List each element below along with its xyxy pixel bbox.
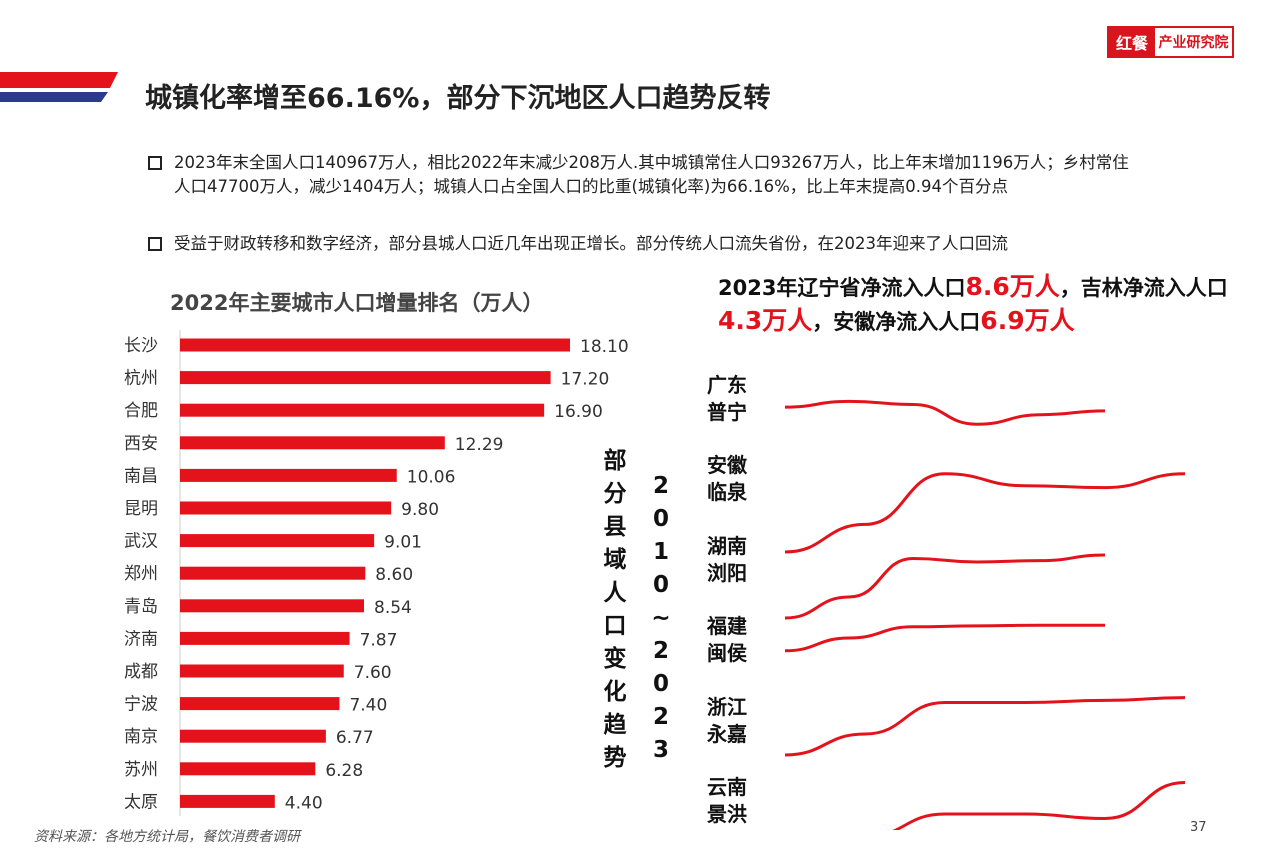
value-label: 12.29 bbox=[455, 435, 504, 455]
category-label: 南京 bbox=[124, 727, 158, 747]
value-label: 10.06 bbox=[407, 467, 456, 487]
highlight-value: 6.9万人 bbox=[980, 306, 1075, 335]
logo-mark: 红餐 bbox=[1109, 28, 1155, 56]
value-label: 16.90 bbox=[554, 402, 603, 422]
bullet-item: 2023年末全国人口140967万人，相比2022年末减少208万人.其中城镇常… bbox=[148, 151, 1133, 199]
category-label: 南昌 bbox=[124, 466, 158, 486]
highlight-value: 8.6万人 bbox=[965, 272, 1060, 301]
county-label: 广东 普宁 bbox=[707, 373, 747, 424]
bar-chart-title: 2022年主要城市人口增量排名（万人） bbox=[170, 291, 544, 315]
value-label: 4.40 bbox=[285, 793, 323, 813]
bullet-text: 2023年末全国人口140967万人，相比2022年末减少208万人.其中城镇常… bbox=[174, 153, 1129, 196]
bar bbox=[180, 468, 397, 482]
bar bbox=[180, 794, 275, 808]
value-label: 6.77 bbox=[336, 728, 374, 748]
bar bbox=[180, 566, 366, 580]
bar bbox=[180, 534, 375, 548]
county-label: 福建 闽侯 bbox=[707, 614, 747, 665]
county-label: 安徽 临泉 bbox=[707, 453, 747, 504]
bar bbox=[180, 697, 340, 711]
bar bbox=[180, 729, 326, 743]
trend-period: 2010~2023 bbox=[651, 473, 671, 763]
value-label: 9.01 bbox=[384, 533, 422, 553]
trend-lines bbox=[784, 399, 1186, 830]
trend-line bbox=[784, 696, 1186, 757]
category-label: 济南 bbox=[124, 629, 158, 649]
trend-line bbox=[784, 553, 1106, 620]
header-stripes bbox=[0, 72, 118, 102]
category-label: 武汉 bbox=[124, 532, 158, 552]
trend-line bbox=[784, 623, 1105, 653]
value-label: 17.20 bbox=[561, 370, 610, 390]
value-label: 8.54 bbox=[374, 598, 412, 618]
bar bbox=[180, 664, 344, 678]
category-label: 成都 bbox=[124, 662, 158, 682]
category-label: 苏州 bbox=[124, 760, 158, 780]
value-label: 18.10 bbox=[580, 337, 629, 357]
bar bbox=[180, 599, 365, 613]
trend-line bbox=[784, 472, 1186, 554]
category-label: 长沙 bbox=[124, 336, 158, 356]
category-label: 青岛 bbox=[124, 597, 158, 617]
square-bullet-icon bbox=[148, 156, 162, 170]
county-label: 云南 景洪 bbox=[707, 775, 747, 826]
bar bbox=[180, 436, 445, 450]
category-label: 宁波 bbox=[124, 695, 158, 715]
county-label: 湖南 浏阳 bbox=[707, 534, 747, 585]
category-label: 西安 bbox=[124, 434, 158, 454]
category-label: 昆明 bbox=[124, 499, 158, 519]
page-number: 37 bbox=[1190, 820, 1207, 835]
value-label: 6.28 bbox=[325, 761, 363, 781]
value-label: 9.80 bbox=[401, 500, 439, 520]
category-label: 合肥 bbox=[124, 401, 158, 421]
bullet-item: 受益于财政转移和数字经济，部分县城人口近几年出现正增长。部分传统人口流失省份，在… bbox=[148, 232, 1133, 256]
bar bbox=[180, 338, 570, 352]
trend-line bbox=[892, 781, 1186, 830]
value-label: 8.60 bbox=[375, 565, 413, 585]
brand-logo: 红餐 产业研究院 bbox=[1107, 26, 1234, 58]
migration-note: 2023年辽宁省净流入人口8.6万人，吉林净流入人口 bbox=[718, 272, 1228, 301]
source-note: 资料来源：各地方统计局，餐饮消费者调研 bbox=[34, 829, 300, 845]
county-label: 浙江 永嘉 bbox=[707, 695, 747, 746]
highlight-value: 4.3万人 bbox=[718, 306, 813, 335]
bar bbox=[180, 501, 392, 515]
category-label: 杭州 bbox=[124, 369, 158, 389]
value-label: 7.87 bbox=[360, 630, 398, 650]
page-title: 城镇化率增至66.16%，部分下沉地区人口趋势反转 bbox=[145, 83, 771, 114]
bar bbox=[180, 403, 545, 417]
value-label: 7.60 bbox=[354, 663, 392, 683]
square-bullet-icon bbox=[148, 237, 162, 251]
trend-chart-title: 部分县域人口变化趋势 bbox=[603, 448, 627, 771]
category-label: 太原 bbox=[124, 792, 158, 812]
logo-text: 产业研究院 bbox=[1158, 35, 1229, 51]
bar bbox=[180, 762, 316, 776]
value-label: 7.40 bbox=[349, 696, 387, 716]
migration-note-line2: 4.3万人，安徽净流入人口6.9万人 bbox=[718, 306, 1075, 335]
bar bbox=[180, 631, 350, 645]
bar bbox=[180, 371, 551, 385]
trend-line bbox=[784, 399, 1106, 426]
category-label: 郑州 bbox=[124, 564, 158, 584]
bullet-text: 受益于财政转移和数字经济，部分县城人口近几年出现正增长。部分传统人口流失省份，在… bbox=[174, 234, 1008, 253]
bar-chart: 长沙 18.10 杭州 17.20 合肥 16.90 西安 12.29 南昌 10.06 昆明 9.8… bbox=[124, 330, 629, 816]
